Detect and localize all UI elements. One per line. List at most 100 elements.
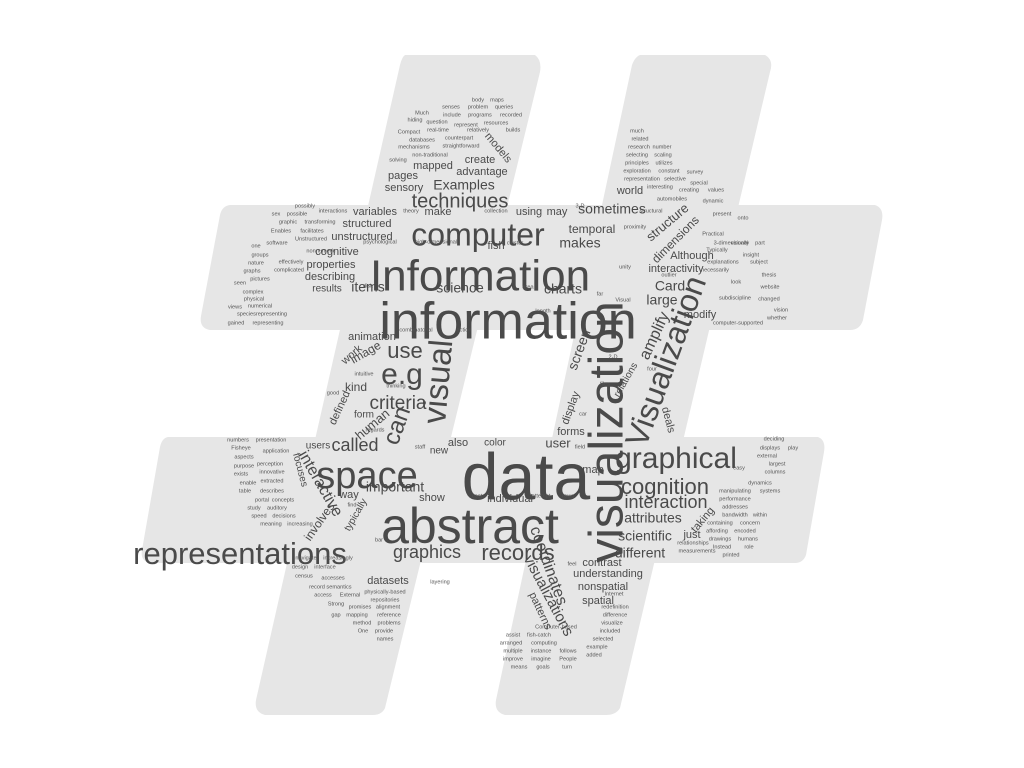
small-word-explanations: explanations [707, 259, 739, 265]
small-word-interactions: interactions [319, 208, 348, 214]
small-word-difference: difference [603, 612, 627, 618]
small-word-concepts: concepts [272, 497, 295, 503]
small-word-number: number [653, 144, 672, 150]
small-word-strong: Strong [328, 601, 344, 607]
small-word-deciding: deciding [764, 436, 785, 442]
small-word-body: body [472, 97, 484, 103]
word-computer: computer [411, 216, 545, 252]
small-word-table: table [239, 488, 251, 494]
small-word-extracted: extracted [260, 478, 283, 484]
word-attributes: attributes [624, 510, 682, 526]
small-word-proximity: proximity [624, 224, 647, 230]
small-word-subdiscipline: subdiscipline [719, 295, 751, 301]
small-word-interface: interface [314, 564, 335, 570]
small-word-follows: follows [559, 648, 576, 654]
word-form: form [354, 410, 374, 421]
small-word-problem: problem [468, 104, 489, 110]
word-makes: makes [559, 235, 600, 251]
small-word-compact: Compact [398, 129, 421, 135]
small-word-length: length [535, 308, 550, 314]
small-word-nature: nature [248, 260, 264, 266]
small-word-people: People [559, 656, 576, 662]
small-word-onto: onto [738, 215, 749, 221]
small-word-dynamic: dynamic [703, 198, 724, 204]
small-word-fish-catch: fish-catch [527, 632, 551, 638]
small-word-method: method [353, 620, 372, 626]
word-individual: individual [487, 493, 533, 505]
word-also: also [448, 437, 468, 449]
small-word-representing: representing [252, 320, 283, 326]
small-word-computer-based: Computer-based [535, 624, 577, 630]
small-word-representation: representation [624, 176, 660, 182]
small-word-website: website [760, 284, 780, 290]
small-word-columns: columns [765, 469, 786, 475]
small-word-measurements: measurements [679, 548, 716, 554]
small-word-selected: selected [593, 636, 614, 642]
small-word-find: find [347, 502, 356, 508]
small-word-improve: improve [503, 656, 523, 662]
small-word-possible: possible [287, 211, 308, 217]
small-word-promises: promises [349, 604, 372, 610]
small-word-nonnumeric: nonnumeric [306, 248, 335, 254]
small-word-speciesrepresenting: speciesrepresenting [237, 311, 287, 317]
small-word-intuitive: intuitive [355, 371, 374, 377]
small-word-action: action [457, 327, 472, 333]
small-word-accesses: accesses [321, 575, 345, 581]
word-important: important [366, 479, 424, 495]
word-new: new [430, 446, 449, 457]
small-word-arranged: arranged [500, 640, 522, 646]
small-word-interesting: interesting [647, 184, 673, 190]
small-word-redefinition: redefinition [601, 604, 628, 610]
small-word-exploration: exploration [623, 168, 650, 174]
small-word-external: external [757, 453, 777, 459]
small-word-innovative: innovative [259, 469, 284, 475]
word-large: large [646, 292, 677, 308]
word-show: show [419, 492, 445, 504]
small-word-affording: affording [706, 528, 728, 534]
small-word-include: include [443, 112, 461, 118]
small-word-goals: goals [536, 664, 550, 670]
word-properties: properties [307, 259, 356, 271]
small-word-role: role [744, 544, 753, 550]
small-word-meaning: meaning [260, 521, 281, 527]
small-word-within: within [752, 512, 767, 518]
small-word-displays: displays [760, 445, 780, 451]
small-word-enable: enable [240, 480, 257, 486]
small-word-much: Much [415, 110, 429, 116]
small-word-related: related [631, 136, 648, 142]
small-word-multiple: multiple [503, 648, 522, 654]
small-word-performance: performance [719, 496, 750, 502]
small-word-selecting: selecting [626, 152, 648, 158]
word-just: just [682, 529, 700, 541]
small-word-fisheye: Fisheye [231, 445, 251, 451]
small-word-bandwidth: bandwidth [722, 512, 748, 518]
small-word-thesis: thesis [762, 272, 777, 278]
small-word-much: much [630, 128, 644, 134]
small-word-vision: vision [774, 307, 788, 313]
word-scientific: scientific [618, 528, 672, 544]
small-word-decisions: decisions [272, 513, 296, 519]
small-word-complex: complex [243, 289, 264, 295]
small-word-turn: turn [562, 664, 572, 670]
small-word-survey: survey [687, 169, 704, 175]
small-word-2-d: 2-D [608, 354, 617, 360]
small-word-psychological: psychological [363, 239, 397, 245]
word-sensory: sensory [385, 182, 424, 194]
word-describing: describing [305, 271, 355, 283]
small-word-included: included [600, 628, 621, 634]
word-modify: modify [684, 309, 717, 321]
small-word-real-time: real-time [427, 127, 449, 133]
small-word-3-d: 3-D [575, 203, 584, 209]
small-word-unity: unity [619, 264, 631, 270]
small-word-aspects: aspects [234, 454, 253, 460]
word-user: user [545, 435, 571, 450]
small-word-graphic: graphic [279, 219, 298, 225]
small-word-software: software [266, 240, 287, 246]
small-word-access: access [314, 592, 332, 598]
small-word-car: car [579, 411, 587, 417]
small-word-practical: Practical [702, 231, 723, 237]
small-word-visually: visually [731, 240, 750, 246]
small-word-provide: provide [375, 628, 393, 634]
word-world: world [616, 185, 643, 197]
